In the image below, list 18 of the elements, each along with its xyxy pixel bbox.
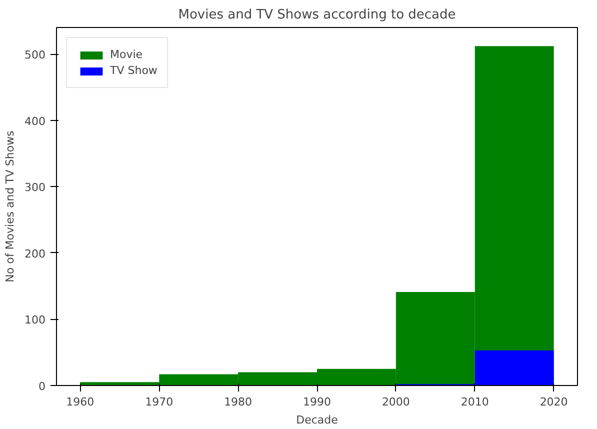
y-tick-label: 500 xyxy=(24,48,46,62)
y-axis-title: No of Movies and TV Shows xyxy=(4,130,17,282)
y-tick-label: 400 xyxy=(24,114,46,128)
y-tick-label: 0 xyxy=(38,380,46,393)
x-tick-label: 2020 xyxy=(540,396,568,408)
x-tick-label: 2010 xyxy=(460,396,489,408)
x-axis-title: Decade xyxy=(296,414,338,426)
x-tick-label: 1980 xyxy=(224,396,252,408)
y-tick-label: 100 xyxy=(24,314,46,327)
chart-title: Movies and TV Shows according to decade xyxy=(178,8,456,22)
legend-label: TV Show xyxy=(110,64,158,77)
x-tick-label: 1990 xyxy=(303,396,332,408)
x-tick-label: 1970 xyxy=(145,396,174,408)
y-tick-label: 200 xyxy=(24,247,46,260)
x-tick-label: 2000 xyxy=(382,396,410,408)
legend-label: Movie xyxy=(110,48,143,61)
y-tick-label: 300 xyxy=(24,181,46,194)
x-tick-label: 1960 xyxy=(66,396,94,408)
